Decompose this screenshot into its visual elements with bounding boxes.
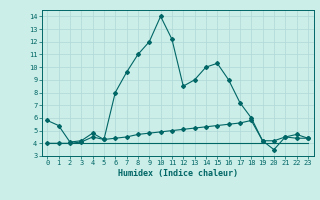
X-axis label: Humidex (Indice chaleur): Humidex (Indice chaleur) — [118, 169, 237, 178]
